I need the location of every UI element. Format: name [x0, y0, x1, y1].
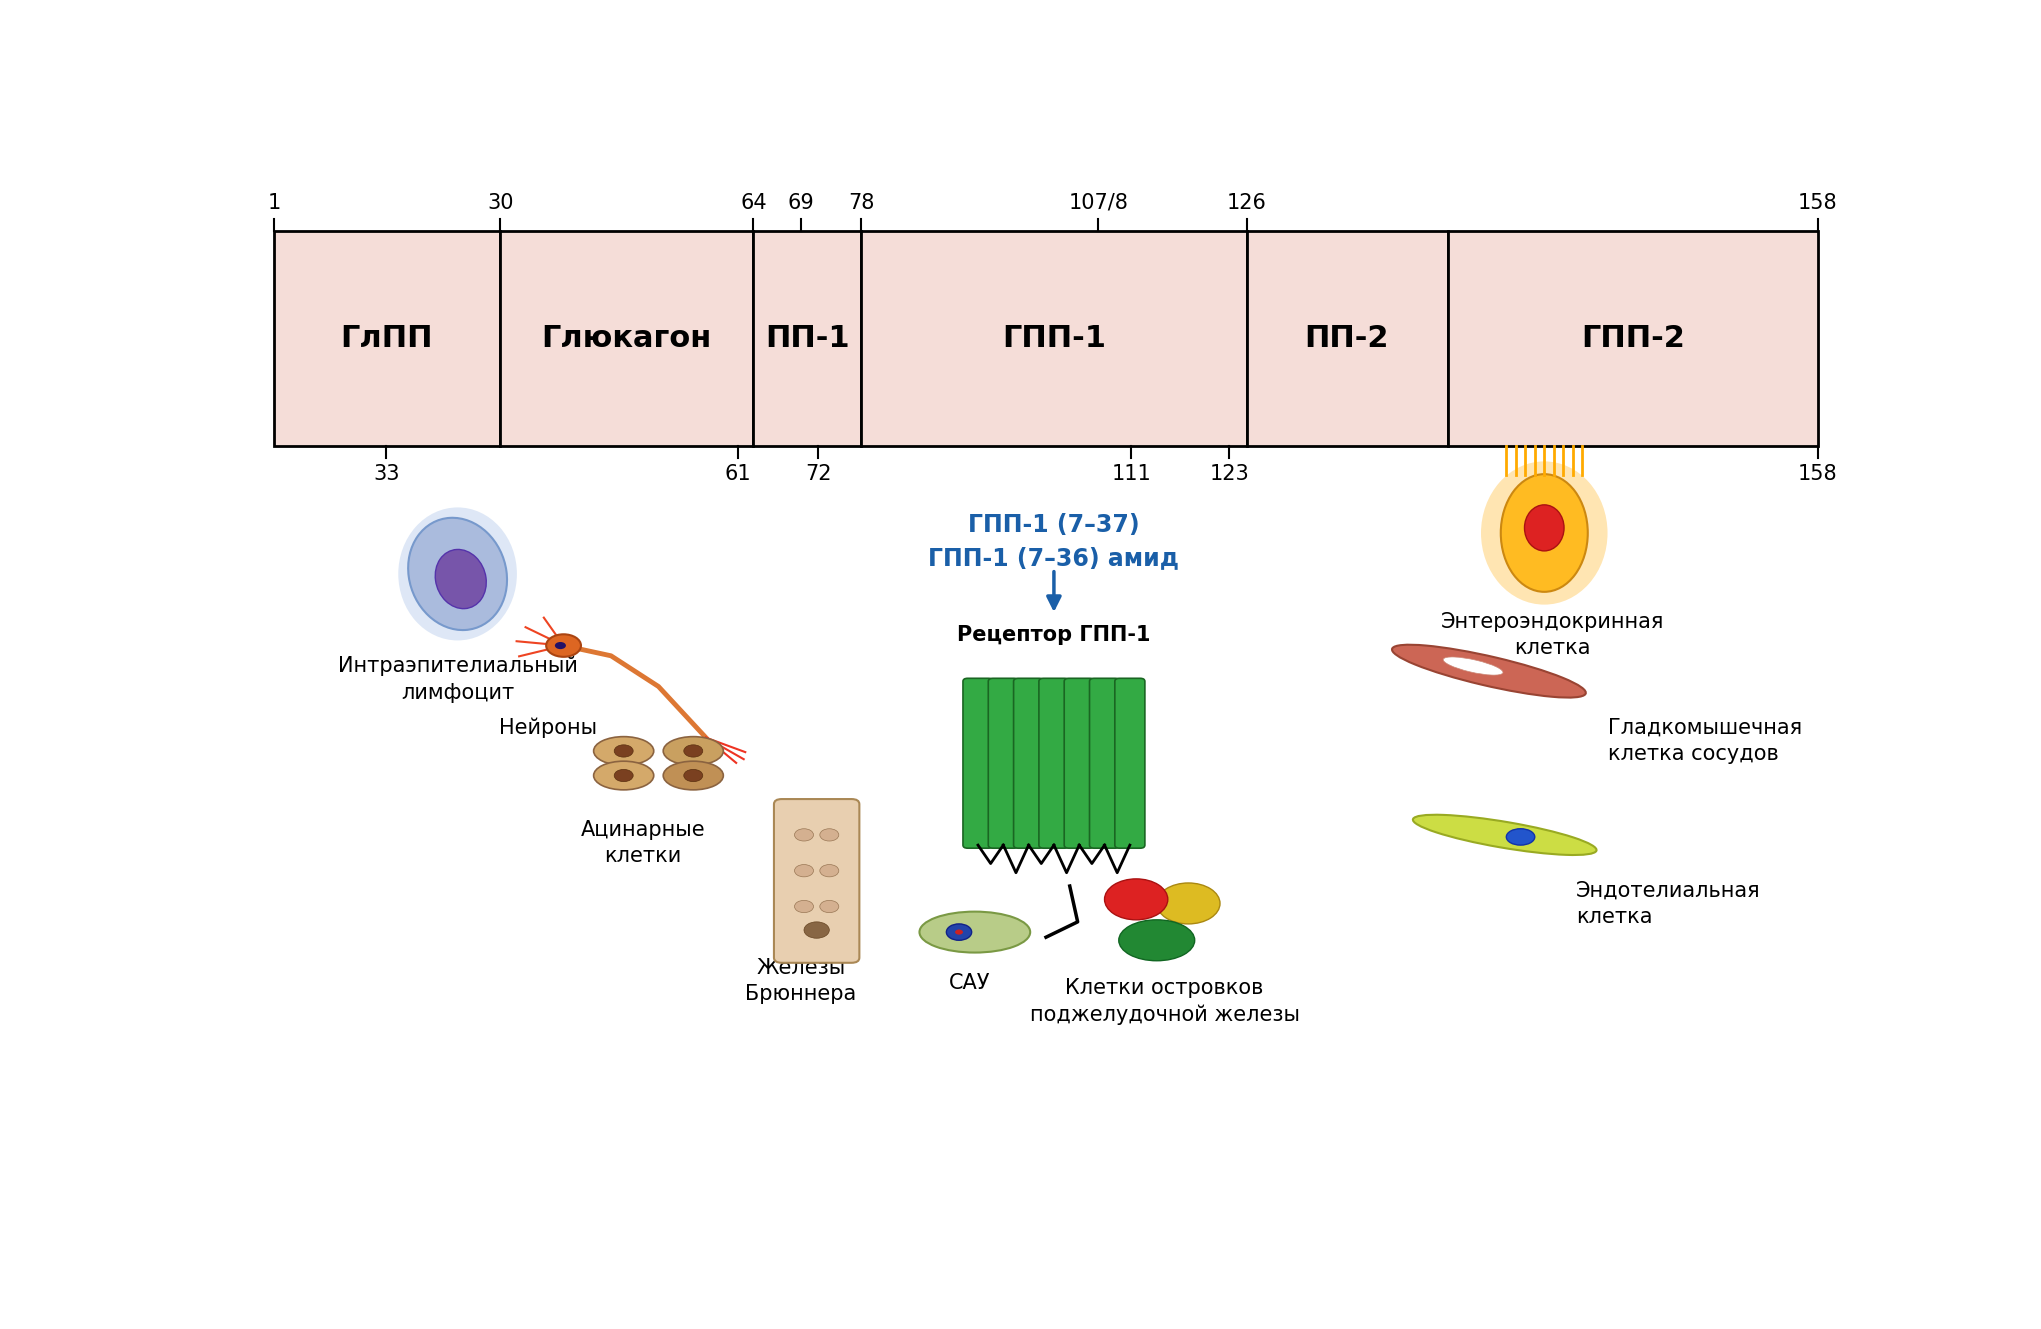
Ellipse shape	[1482, 461, 1608, 605]
Ellipse shape	[820, 829, 839, 841]
Ellipse shape	[1525, 505, 1563, 552]
Ellipse shape	[804, 922, 829, 938]
Ellipse shape	[408, 518, 506, 630]
Text: 69: 69	[788, 193, 814, 213]
Ellipse shape	[1392, 645, 1586, 698]
Ellipse shape	[1104, 878, 1167, 920]
Ellipse shape	[820, 900, 839, 913]
Text: 126: 126	[1227, 193, 1267, 213]
Text: Ацинарные
клетки: Ацинарные клетки	[580, 820, 704, 867]
Ellipse shape	[663, 762, 723, 789]
Bar	[1447, 231, 1819, 447]
Ellipse shape	[920, 912, 1031, 953]
Ellipse shape	[614, 769, 633, 781]
Ellipse shape	[555, 642, 565, 649]
Ellipse shape	[435, 549, 486, 609]
FancyBboxPatch shape	[1063, 678, 1094, 848]
Text: 107/8: 107/8	[1067, 193, 1129, 213]
FancyBboxPatch shape	[988, 678, 1018, 848]
Ellipse shape	[1443, 657, 1502, 675]
Text: 158: 158	[1798, 464, 1837, 485]
Ellipse shape	[614, 744, 633, 758]
Ellipse shape	[947, 924, 972, 941]
FancyBboxPatch shape	[1014, 678, 1043, 848]
Bar	[753, 231, 861, 447]
Text: Глюкагон: Глюкагон	[541, 324, 712, 354]
Text: Энтероэндокринная
клетка: Энтероэндокринная клетка	[1441, 611, 1663, 658]
Bar	[273, 231, 500, 447]
Text: Нейроны: Нейроны	[498, 718, 596, 738]
Ellipse shape	[955, 929, 963, 934]
Ellipse shape	[794, 829, 814, 841]
Bar	[861, 231, 1247, 447]
Text: 123: 123	[1210, 464, 1249, 485]
Text: ПП-2: ПП-2	[1304, 324, 1388, 354]
Text: ПП-1: ПП-1	[765, 324, 849, 354]
Text: ГПП-1: ГПП-1	[1002, 324, 1106, 354]
Text: Клетки островков
поджелудочной железы: Клетки островков поджелудочной железы	[1029, 978, 1300, 1025]
Ellipse shape	[1412, 815, 1596, 855]
Ellipse shape	[594, 736, 653, 766]
Ellipse shape	[663, 736, 723, 766]
Text: 30: 30	[488, 193, 514, 213]
Ellipse shape	[684, 769, 702, 781]
Text: 64: 64	[741, 193, 767, 213]
Ellipse shape	[684, 744, 702, 758]
Bar	[1247, 231, 1447, 447]
Text: Рецептор ГПП-1: Рецептор ГПП-1	[957, 625, 1151, 645]
Ellipse shape	[794, 900, 814, 913]
Text: Эндотелиальная
клетка: Эндотелиальная клетка	[1576, 881, 1761, 928]
Ellipse shape	[1506, 829, 1535, 845]
Text: Интраэпителиальный
лимфоцит: Интраэпителиальный лимфоцит	[337, 655, 578, 703]
Text: 72: 72	[804, 464, 831, 485]
Text: 1: 1	[267, 193, 282, 213]
FancyBboxPatch shape	[1090, 678, 1121, 848]
Ellipse shape	[398, 508, 516, 641]
Text: 111: 111	[1112, 464, 1151, 485]
Text: Железы
Брюннера: Железы Брюннера	[745, 958, 857, 1005]
Text: 33: 33	[374, 464, 400, 485]
Ellipse shape	[1500, 474, 1588, 591]
FancyBboxPatch shape	[774, 799, 859, 962]
Ellipse shape	[1118, 920, 1194, 961]
Text: 78: 78	[847, 193, 874, 213]
Text: Гладкомышечная
клетка сосудов: Гладкомышечная клетка сосудов	[1608, 718, 1802, 764]
Text: ГПП-1 (7–37)
ГПП-1 (7–36) амид: ГПП-1 (7–37) ГПП-1 (7–36) амид	[929, 513, 1180, 570]
Ellipse shape	[594, 762, 653, 789]
Ellipse shape	[547, 634, 582, 657]
Text: 61: 61	[725, 464, 751, 485]
Bar	[500, 231, 753, 447]
FancyBboxPatch shape	[963, 678, 994, 848]
FancyBboxPatch shape	[1039, 678, 1069, 848]
Text: ГПП-2: ГПП-2	[1582, 324, 1684, 354]
Text: САУ: САУ	[949, 973, 990, 993]
Text: 158: 158	[1798, 193, 1837, 213]
Ellipse shape	[1157, 882, 1221, 924]
Ellipse shape	[794, 865, 814, 877]
Text: ГлПП: ГлПП	[341, 324, 433, 354]
FancyBboxPatch shape	[1114, 678, 1145, 848]
Ellipse shape	[820, 865, 839, 877]
